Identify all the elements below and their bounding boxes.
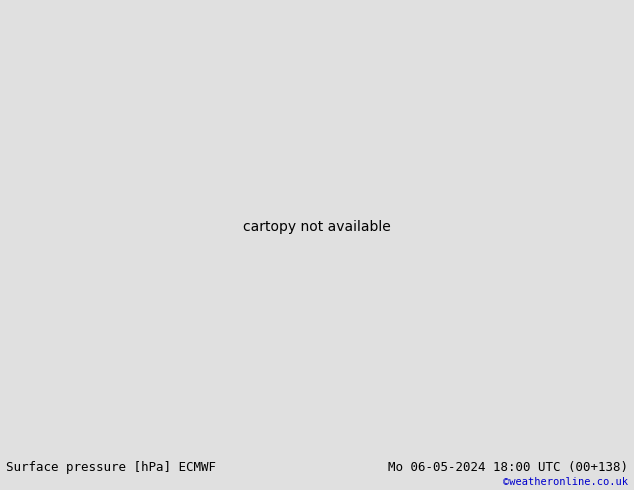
- Text: Surface pressure [hPa] ECMWF: Surface pressure [hPa] ECMWF: [6, 461, 216, 474]
- Text: cartopy not available: cartopy not available: [243, 220, 391, 234]
- Text: Mo 06-05-2024 18:00 UTC (00+138): Mo 06-05-2024 18:00 UTC (00+138): [387, 461, 628, 474]
- Text: ©weatheronline.co.uk: ©weatheronline.co.uk: [503, 477, 628, 487]
